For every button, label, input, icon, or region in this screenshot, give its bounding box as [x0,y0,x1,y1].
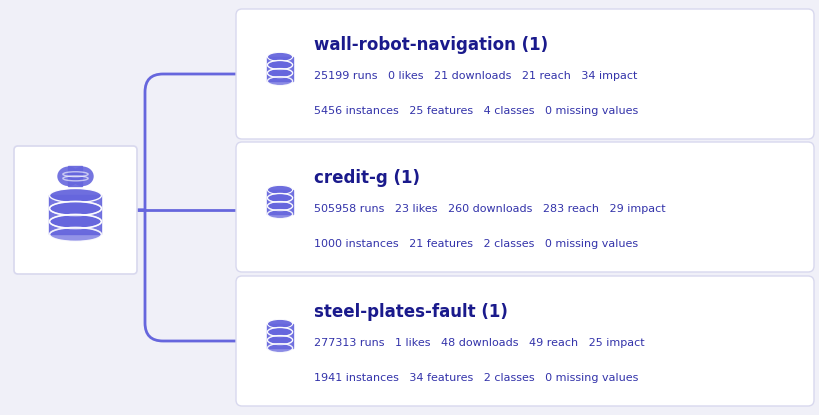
Ellipse shape [49,227,102,242]
Text: 1941 instances   34 features   2 classes   0 missing values: 1941 instances 34 features 2 classes 0 m… [314,373,638,383]
Text: wall-robot-navigation (1): wall-robot-navigation (1) [314,36,547,54]
Bar [49,195,102,208]
Text: 5456 instances   25 features   4 classes   0 missing values: 5456 instances 25 features 4 classes 0 m… [314,106,637,116]
Ellipse shape [267,186,292,194]
Text: 505958 runs   23 likes   260 downloads   283 reach   29 impact: 505958 runs 23 likes 260 downloads 283 r… [314,204,665,214]
Ellipse shape [49,215,102,229]
Text: 1000 instances   21 features   2 classes   0 missing values: 1000 instances 21 features 2 classes 0 m… [314,239,637,249]
Ellipse shape [267,210,292,219]
Ellipse shape [267,344,292,353]
Ellipse shape [267,193,292,203]
Ellipse shape [267,336,292,344]
Bar [267,65,292,73]
Bar [49,208,102,222]
FancyBboxPatch shape [236,9,813,139]
Bar [267,198,292,206]
Ellipse shape [71,166,93,186]
Bar [267,332,292,340]
Bar [267,324,292,332]
Ellipse shape [267,77,292,85]
Bar [267,340,292,348]
Text: 277313 runs   1 likes   48 downloads   49 reach   25 impact: 277313 runs 1 likes 48 downloads 49 reac… [314,338,644,348]
Ellipse shape [267,68,292,78]
Ellipse shape [49,188,102,203]
Bar [267,206,292,214]
Ellipse shape [267,320,292,328]
Ellipse shape [49,202,102,215]
FancyBboxPatch shape [236,276,813,406]
Ellipse shape [267,61,292,69]
Bar [49,222,102,234]
Text: credit-g (1): credit-g (1) [314,169,419,187]
Ellipse shape [57,166,79,186]
FancyBboxPatch shape [14,146,137,274]
Bar [267,57,292,65]
Bar [69,166,83,186]
Text: steel-plates-fault (1): steel-plates-fault (1) [314,303,507,321]
FancyBboxPatch shape [236,142,813,272]
Bar [267,73,292,81]
Text: 25199 runs   0 likes   21 downloads   21 reach   34 impact: 25199 runs 0 likes 21 downloads 21 reach… [314,71,636,81]
Bar [267,190,292,198]
Ellipse shape [267,327,292,337]
Ellipse shape [267,52,292,61]
Ellipse shape [267,202,292,210]
